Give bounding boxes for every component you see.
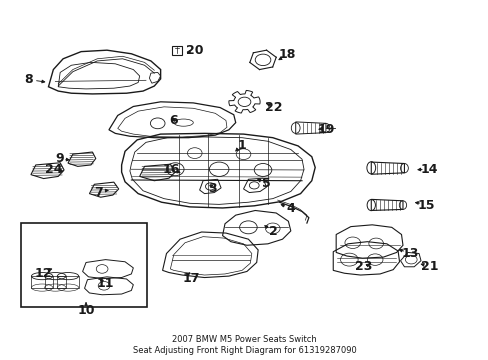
- Text: 5: 5: [262, 177, 270, 190]
- Text: 15: 15: [417, 199, 434, 212]
- Text: 19: 19: [317, 123, 334, 136]
- Text: 2007 BMW M5 Power Seats Switch: 2007 BMW M5 Power Seats Switch: [172, 335, 316, 344]
- Text: 24: 24: [44, 163, 62, 176]
- Text: 18: 18: [278, 48, 296, 61]
- Text: 16: 16: [163, 163, 180, 176]
- Text: 4: 4: [286, 202, 295, 215]
- Text: 8: 8: [24, 73, 33, 86]
- Text: 6: 6: [169, 114, 178, 127]
- Text: 1: 1: [237, 139, 246, 152]
- Text: 23: 23: [355, 260, 372, 273]
- Text: Seat Adjusting Front Right Diagram for 61319287090: Seat Adjusting Front Right Diagram for 6…: [132, 346, 356, 355]
- Bar: [21, 223, 147, 307]
- Text: 3: 3: [208, 183, 217, 195]
- Text: 14: 14: [419, 163, 437, 176]
- Text: 9: 9: [55, 152, 63, 165]
- Text: 21: 21: [420, 260, 438, 273]
- Text: 11: 11: [97, 278, 114, 291]
- Text: 2: 2: [269, 225, 278, 238]
- Text: 17: 17: [182, 272, 199, 285]
- Text: 22: 22: [264, 101, 282, 114]
- Text: 12: 12: [35, 267, 52, 280]
- Text: 7: 7: [94, 186, 102, 199]
- Text: 10: 10: [77, 305, 95, 318]
- Text: 20: 20: [185, 44, 203, 57]
- Text: 13: 13: [401, 247, 418, 260]
